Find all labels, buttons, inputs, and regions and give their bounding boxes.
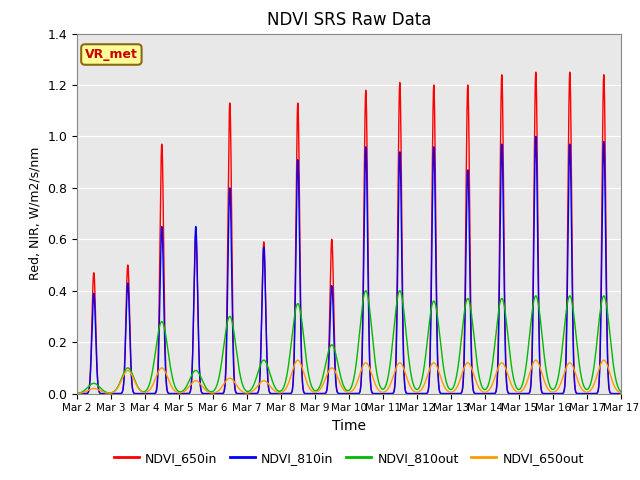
Line: NDVI_810out: NDVI_810out xyxy=(77,291,621,394)
NDVI_650out xyxy=(617,390,625,396)
NDVI_650in xyxy=(617,391,625,396)
Line: NDVI_810in: NDVI_810in xyxy=(77,136,621,394)
NDVI_810in xyxy=(506,391,513,396)
NDVI_650out xyxy=(506,376,513,382)
NDVI_650in xyxy=(100,391,108,396)
NDVI_810out xyxy=(396,288,404,294)
NDVI_650in xyxy=(395,130,403,136)
NDVI_810in xyxy=(532,133,540,139)
NDVI_650in xyxy=(73,391,81,396)
NDVI_810out xyxy=(506,345,513,351)
NDVI_810out xyxy=(476,378,484,384)
NDVI_650in xyxy=(270,391,278,396)
NDVI_810out xyxy=(73,391,81,396)
NDVI_810out xyxy=(395,289,403,295)
NDVI_810in xyxy=(73,391,81,396)
NDVI_650in xyxy=(419,391,426,396)
NDVI_810in xyxy=(270,391,278,396)
NDVI_650out xyxy=(419,385,426,391)
NDVI_810out xyxy=(270,382,278,387)
Legend: NDVI_650in, NDVI_810in, NDVI_810out, NDVI_650out: NDVI_650in, NDVI_810in, NDVI_810out, NDV… xyxy=(109,447,589,469)
NDVI_650out xyxy=(476,386,484,392)
Title: NDVI SRS Raw Data: NDVI SRS Raw Data xyxy=(267,11,431,29)
NDVI_650in xyxy=(506,391,513,396)
Text: VR_met: VR_met xyxy=(85,48,138,61)
Y-axis label: Red, NIR, W/m2/s/nm: Red, NIR, W/m2/s/nm xyxy=(29,147,42,280)
NDVI_810in xyxy=(100,391,108,396)
NDVI_650in xyxy=(476,391,484,396)
NDVI_810out xyxy=(617,389,625,395)
NDVI_650out xyxy=(600,357,607,363)
NDVI_810in xyxy=(419,391,426,396)
Line: NDVI_650out: NDVI_650out xyxy=(77,360,621,394)
NDVI_810out xyxy=(419,374,426,380)
X-axis label: Time: Time xyxy=(332,419,366,433)
NDVI_650in xyxy=(566,69,573,75)
NDVI_650out xyxy=(395,360,403,366)
NDVI_650out xyxy=(73,391,81,396)
NDVI_810out xyxy=(100,388,108,394)
NDVI_650out xyxy=(100,389,108,395)
NDVI_810in xyxy=(476,391,484,396)
NDVI_810in xyxy=(617,391,625,396)
NDVI_650out xyxy=(270,387,278,393)
NDVI_810in xyxy=(395,189,403,194)
Line: NDVI_650in: NDVI_650in xyxy=(77,72,621,394)
